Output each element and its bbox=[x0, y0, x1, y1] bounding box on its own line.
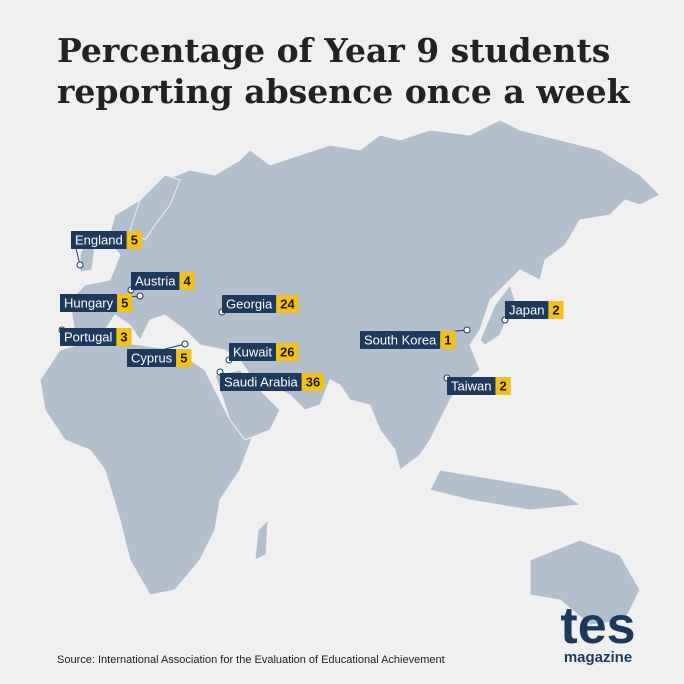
location-value: 4 bbox=[183, 273, 191, 288]
value-box bbox=[548, 301, 564, 319]
name-box bbox=[60, 328, 117, 346]
location-label: Taiwan 2 bbox=[443, 374, 511, 395]
location-name: Austria bbox=[135, 273, 176, 288]
location-name: Saudi Arabia bbox=[224, 374, 298, 389]
location-name: Taiwan bbox=[451, 378, 491, 393]
value-box bbox=[176, 349, 192, 367]
value-box bbox=[116, 328, 132, 346]
location-label: Georgia 24 bbox=[218, 295, 299, 316]
location-value: 3 bbox=[120, 329, 127, 344]
map bbox=[39, 119, 661, 626]
location-label: Hungary 5 bbox=[60, 292, 144, 312]
location-label: South Korea 1 bbox=[360, 326, 471, 349]
location-name: Georgia bbox=[226, 296, 273, 311]
location-value: 24 bbox=[280, 296, 295, 311]
value-box bbox=[495, 377, 511, 395]
location-value: 2 bbox=[552, 302, 559, 317]
location-label: Kuwait 26 bbox=[225, 343, 299, 364]
scandinavia bbox=[129, 174, 181, 241]
japan bbox=[479, 283, 516, 346]
location-dot bbox=[181, 340, 189, 348]
location-value: 5 bbox=[131, 232, 138, 247]
location-name: Hungary bbox=[64, 295, 114, 310]
location-name: South Korea bbox=[364, 332, 437, 347]
name-box bbox=[229, 343, 277, 361]
location-label: England 5 bbox=[71, 231, 142, 269]
name-box bbox=[360, 331, 441, 349]
location-value: 5 bbox=[180, 350, 187, 365]
location-label: Austria 4 bbox=[127, 272, 195, 294]
location-dot bbox=[136, 292, 144, 300]
location-name: Kuwait bbox=[233, 344, 272, 359]
location-name: Japan bbox=[509, 302, 544, 317]
value-box bbox=[301, 373, 325, 391]
madagascar bbox=[254, 518, 269, 561]
location-value: 26 bbox=[280, 344, 294, 359]
name-box bbox=[131, 272, 180, 290]
name-box bbox=[447, 377, 496, 395]
location-name: Cyprus bbox=[131, 350, 173, 365]
name-box bbox=[505, 301, 549, 319]
location-label: Cyprus 5 bbox=[127, 340, 192, 367]
value-box bbox=[126, 231, 142, 249]
location-value: 1 bbox=[444, 332, 451, 347]
value-box bbox=[179, 272, 195, 290]
australia bbox=[529, 539, 641, 626]
location-value: 5 bbox=[121, 295, 128, 310]
value-box bbox=[117, 294, 133, 312]
name-box bbox=[127, 349, 177, 367]
location-value: 2 bbox=[499, 378, 506, 393]
location-dot bbox=[76, 261, 84, 269]
location-name: Portugal bbox=[64, 329, 113, 344]
title-line: Percentage of Year 9 students bbox=[57, 31, 610, 70]
name-box bbox=[71, 231, 127, 249]
title-line: reporting absence once a week bbox=[57, 72, 631, 111]
location-value: 36 bbox=[306, 374, 320, 389]
labels: England 5 Austria 4 Hungary 5 Portugal 3 Cyprus 5… bbox=[58, 231, 564, 395]
value-box bbox=[276, 295, 299, 313]
location-name: England bbox=[75, 232, 123, 247]
name-box bbox=[222, 295, 277, 313]
value-box bbox=[440, 331, 456, 349]
value-box bbox=[276, 343, 299, 361]
eurasia bbox=[69, 119, 661, 471]
logo-sub: magazine bbox=[564, 649, 632, 666]
name-box bbox=[60, 294, 118, 312]
location-label: Japan 2 bbox=[501, 301, 564, 324]
location-dot bbox=[463, 326, 471, 334]
name-box bbox=[220, 373, 302, 391]
logo-brand: tes bbox=[560, 597, 635, 655]
location-label: Portugal 3 bbox=[58, 326, 132, 346]
indonesia bbox=[429, 469, 582, 511]
location-label: Saudi Arabia 36 bbox=[216, 368, 325, 391]
source: Source: International Association for th… bbox=[57, 654, 445, 666]
